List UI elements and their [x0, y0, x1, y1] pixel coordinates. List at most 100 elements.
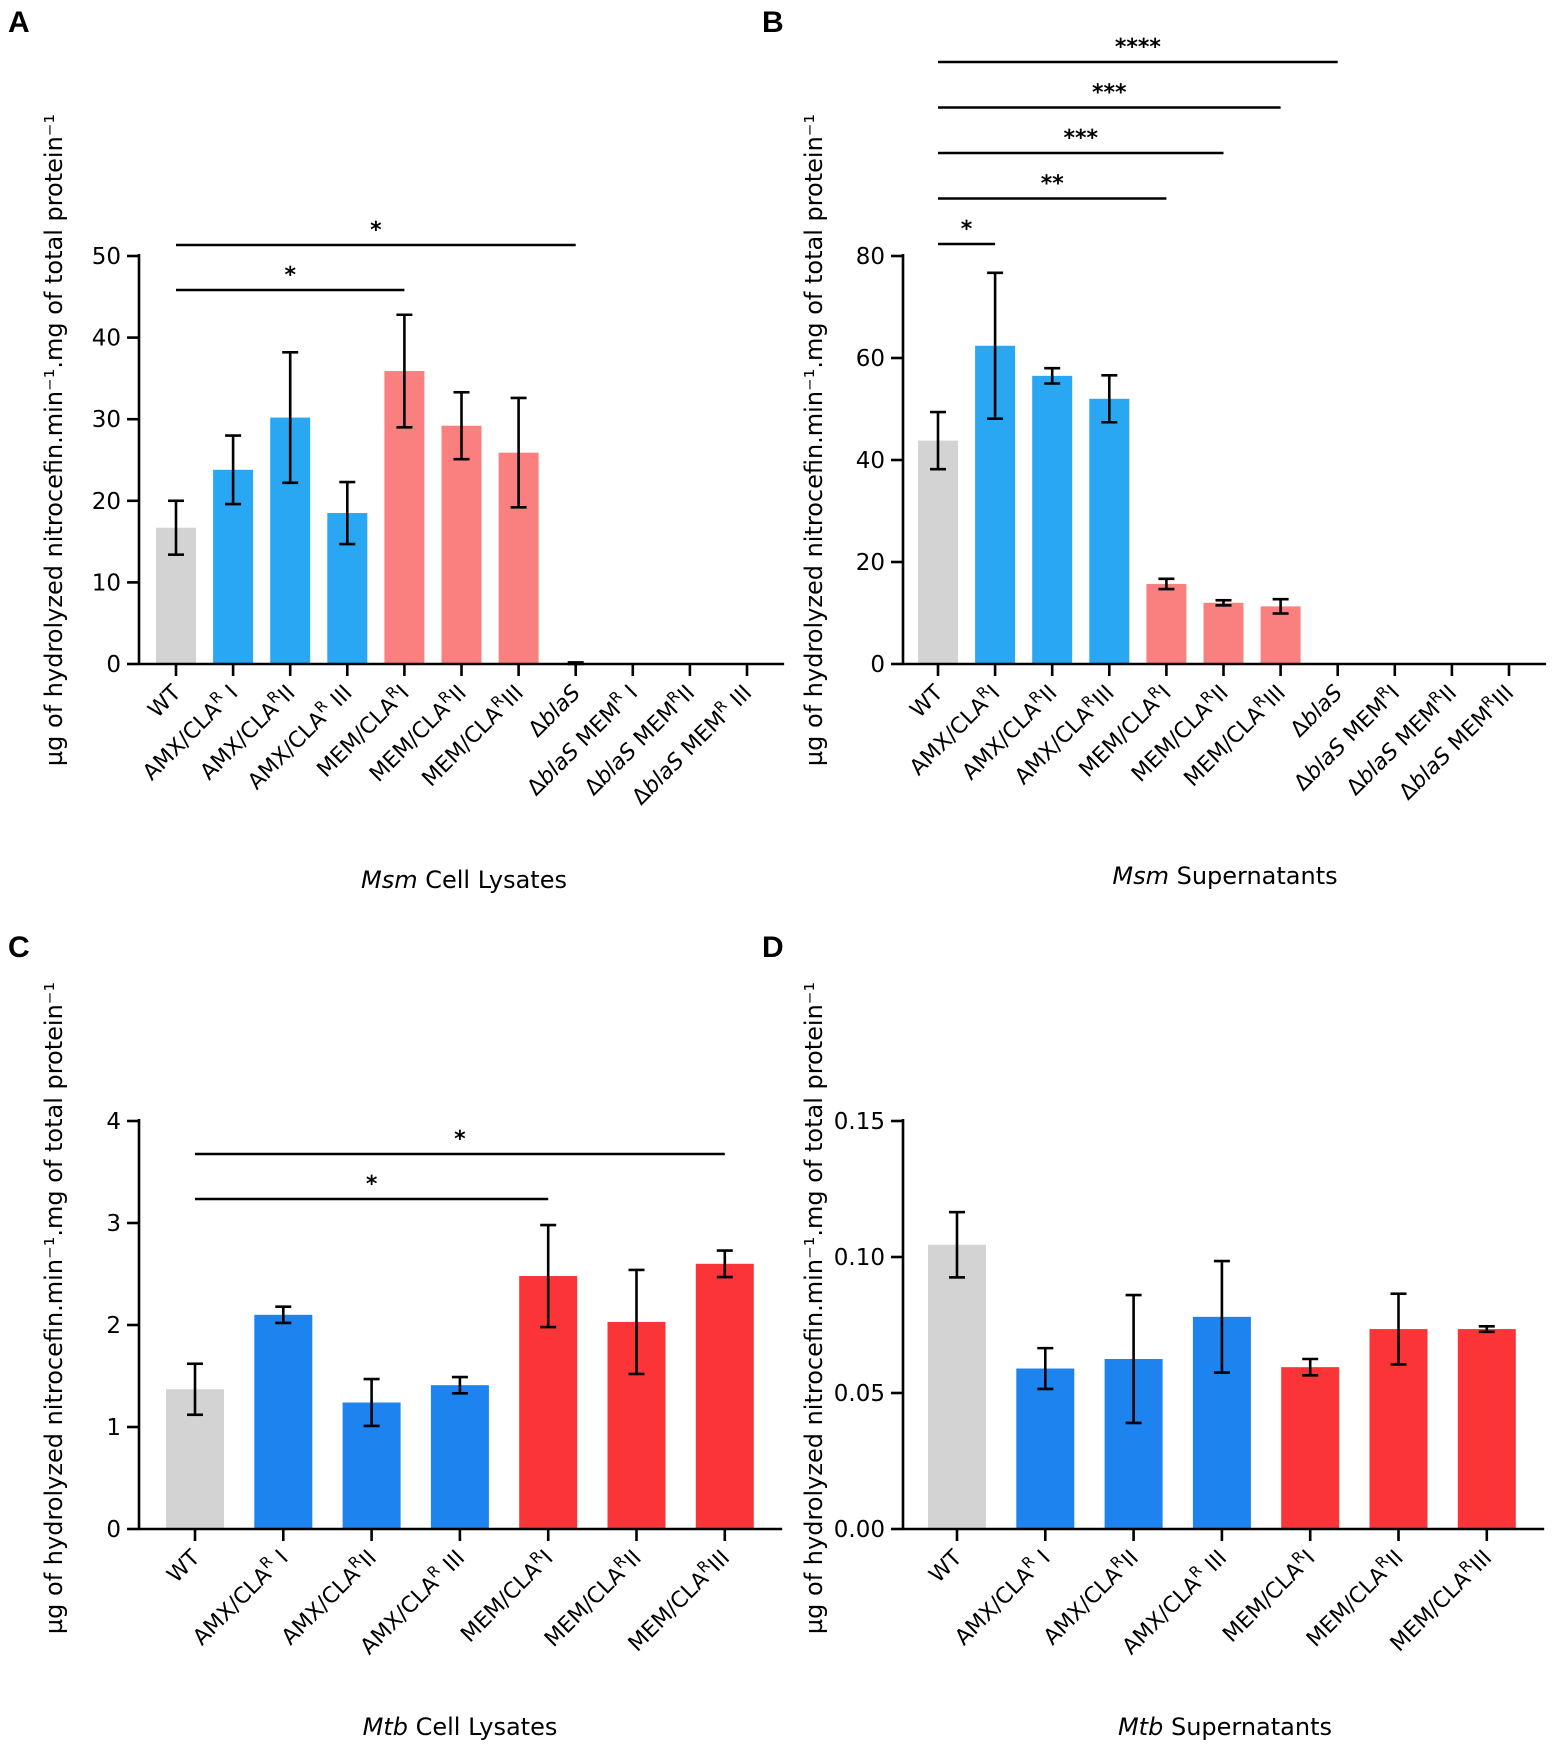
significance-bracket: * — [176, 263, 405, 292]
error-bar — [1272, 597, 1289, 615]
significance-label: *** — [1063, 126, 1098, 151]
bar — [1032, 375, 1073, 664]
error-bar — [187, 1362, 203, 1417]
error-bar — [168, 499, 184, 556]
x-tick-label: AMX/CLAR I — [186, 1543, 294, 1651]
error-bar — [1044, 366, 1061, 385]
y-tick-label: 80 — [856, 244, 885, 270]
bar — [430, 1385, 489, 1529]
y-tick-label: 0 — [870, 652, 885, 678]
error-bar — [510, 396, 527, 509]
error-bar — [949, 1210, 965, 1279]
bar — [918, 440, 958, 664]
error-bar — [363, 1377, 380, 1428]
significance-bracket: * — [195, 1172, 549, 1201]
y-tick-label: 1 — [106, 1415, 121, 1441]
significance-label: * — [366, 1172, 378, 1197]
error-bar — [1158, 577, 1175, 591]
significance-bracket: * — [938, 217, 996, 246]
significance-bracket: *** — [938, 126, 1224, 155]
significance-bracket: * — [176, 218, 576, 247]
x-tick-label: WT — [906, 680, 949, 723]
error-bar — [1037, 1346, 1054, 1391]
error-bar — [1213, 1259, 1230, 1374]
panel-B: B020406080WTAMX/CLARIAMX/CLARIIAMX/CLARI… — [762, 6, 1547, 890]
panel-label: C — [8, 931, 30, 964]
bar — [1203, 602, 1244, 664]
bar — [1016, 1368, 1075, 1529]
bar — [1281, 1367, 1340, 1529]
y-tick-label: 40 — [856, 448, 885, 474]
panel-label: A — [8, 6, 30, 39]
y-tick-label: 0.15 — [834, 1109, 885, 1135]
bar — [441, 425, 482, 664]
error-bar — [339, 480, 356, 546]
x-axis-title: Msm Supernatants — [1112, 862, 1337, 890]
y-tick-label: 3 — [106, 1211, 121, 1237]
error-bar — [275, 1305, 292, 1325]
error-bar — [396, 313, 413, 429]
y-tick-label: 10 — [92, 570, 121, 596]
significance-label: * — [961, 217, 973, 242]
significance-label: *** — [1092, 81, 1127, 106]
bar — [1089, 398, 1130, 664]
significance-bracket: **** — [938, 35, 1338, 64]
error-bar — [225, 434, 242, 506]
significance-bracket: ** — [938, 172, 1167, 200]
panel-label: B — [762, 6, 784, 39]
significance-label: * — [454, 1127, 466, 1152]
y-tick-label: 0.10 — [834, 1245, 885, 1271]
y-tick-label: 60 — [856, 346, 885, 372]
y-tick-label: 4 — [106, 1109, 121, 1135]
x-tick-label: AMX/CLAR I — [948, 1543, 1056, 1651]
x-tick-label: WT — [163, 1545, 206, 1588]
x-axis-title: Mtb Supernatants — [1118, 1713, 1332, 1741]
error-bar — [628, 1268, 645, 1376]
bar — [928, 1244, 986, 1529]
error-bar — [1302, 1357, 1319, 1377]
y-tick-label: 20 — [856, 550, 885, 576]
x-axis-title: Msm Cell Lysates — [361, 866, 567, 894]
significance-label: **** — [1115, 35, 1162, 60]
error-bar — [1478, 1325, 1495, 1334]
y-tick-label: 0.00 — [834, 1517, 885, 1543]
y-axis-title: µg of hydrolyzed nitrocefin.min⁻¹.mg of … — [800, 114, 828, 766]
error-bar — [1215, 598, 1232, 607]
y-tick-label: 30 — [92, 407, 121, 433]
bar — [1260, 606, 1301, 664]
significance-label: ** — [1041, 172, 1065, 197]
significance-bracket: *** — [938, 81, 1281, 109]
y-axis-title: µg of hydrolyzed nitrocefin.min⁻¹.mg of … — [40, 114, 68, 766]
error-bar — [453, 390, 470, 461]
y-tick-label: 20 — [92, 489, 121, 515]
error-bar — [540, 1223, 557, 1329]
y-tick-label: 40 — [92, 326, 121, 352]
x-tick-label: WT — [925, 1545, 968, 1588]
error-bar — [1125, 1293, 1142, 1425]
significance-bracket: * — [195, 1127, 725, 1156]
bar — [695, 1263, 754, 1529]
y-tick-label: 50 — [92, 244, 121, 270]
error-bar — [282, 350, 299, 485]
y-axis-title: µg of hydrolyzed nitrocefin.min⁻¹.mg of … — [800, 982, 828, 1634]
bar — [1146, 583, 1187, 664]
error-bar — [1390, 1292, 1407, 1366]
error-bar — [987, 271, 1004, 420]
bar — [254, 1314, 313, 1529]
x-axis-title: Mtb Cell Lysates — [363, 1713, 558, 1741]
error-bar — [451, 1375, 468, 1395]
bar — [1457, 1329, 1516, 1529]
error-bar — [1101, 374, 1118, 424]
y-axis-title: µg of hydrolyzed nitrocefin.min⁻¹.mg of … — [40, 982, 68, 1634]
significance-label: * — [370, 218, 382, 243]
y-tick-label: 2 — [106, 1313, 121, 1339]
panel-label: D — [762, 931, 784, 964]
y-tick-label: 0 — [106, 652, 121, 678]
y-tick-label: 0 — [106, 1517, 121, 1543]
significance-label: * — [284, 263, 296, 288]
error-bar — [930, 410, 946, 471]
